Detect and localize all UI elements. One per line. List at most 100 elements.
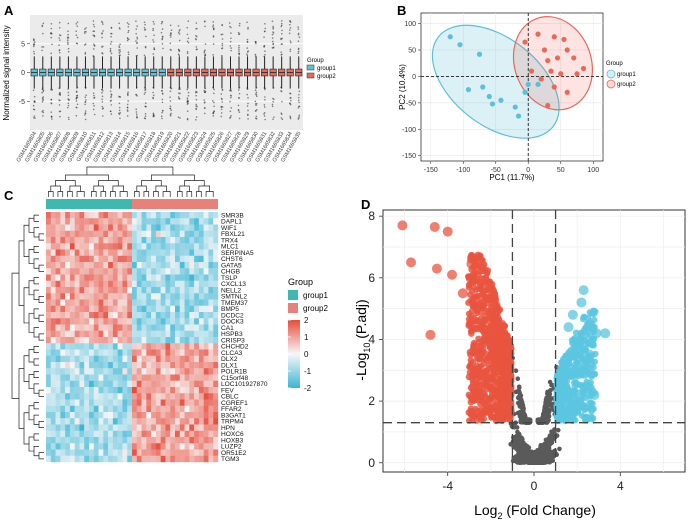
heatmap-cell [127, 418, 133, 425]
volcano-point-ns [517, 439, 522, 444]
boxplot-outlier [195, 22, 198, 24]
heatmap-cell [65, 274, 71, 281]
heatmap-cell [151, 230, 157, 238]
boxplot-outlier [297, 52, 300, 55]
heatmap-cell [184, 393, 190, 400]
heatmap-cell [198, 337, 204, 344]
heatmap-cell [160, 380, 166, 388]
heatmap-cell [117, 305, 123, 313]
heatmap-cell [203, 362, 209, 369]
heatmap-cell [89, 449, 94, 456]
heatmap-cell [122, 299, 128, 306]
heatmap-cell [160, 287, 166, 294]
boxplot-outlier [42, 98, 44, 100]
heatmap-cell [165, 399, 171, 406]
boxplot-outlier [50, 32, 52, 34]
heatmap-cell [112, 305, 118, 313]
boxplot-outlier [42, 96, 45, 98]
heatmap-cell [79, 312, 85, 319]
heatmap-cell [179, 393, 185, 400]
heatmap-cell [198, 287, 204, 294]
heatmap-cell [103, 230, 109, 238]
heatmap-cell [46, 218, 51, 225]
heatmap-cell [108, 374, 114, 381]
heatmap-dendro-branch [33, 402, 39, 410]
boxplot-outlier [212, 25, 214, 28]
pca-legend: Group group1 group2 [606, 61, 636, 89]
heatmap-cell [175, 324, 180, 331]
heatmap-cell [50, 443, 56, 450]
heatmap-cell [146, 212, 152, 219]
heatmap-cell [60, 287, 66, 294]
boxplot-outlier [161, 111, 163, 114]
boxplot-outlier [101, 45, 104, 48]
heatmap-cell [55, 380, 61, 388]
heatmap-cell [84, 455, 90, 463]
boxplot-outlier [33, 115, 36, 117]
boxplot-outlier [119, 96, 122, 98]
heatmap-cell [112, 262, 118, 269]
heatmap-cell [179, 305, 185, 313]
boxplot-outlier [271, 37, 274, 39]
heatmap-cell [79, 337, 85, 344]
heatmap-cell [98, 230, 104, 238]
heatmap-cell [160, 437, 166, 444]
heatmap-cell [208, 355, 214, 363]
boxplot-outlier [118, 52, 121, 54]
boxplot-outlier [75, 91, 78, 93]
heatmap-cell [155, 299, 161, 306]
heatmap-cell [112, 430, 118, 438]
heatmap-cell [55, 343, 61, 350]
heatmap-cell [146, 387, 152, 394]
boxplot-outlier [119, 117, 121, 120]
heatmap-cell [117, 330, 123, 338]
boxplot-outlier [76, 103, 79, 106]
boxplot-outlier [50, 98, 53, 101]
boxplot-outlier [109, 49, 112, 52]
heatmap-cell [65, 237, 71, 244]
heatmap-dendro-branch [198, 185, 210, 192]
heatmap-cell [208, 405, 214, 413]
heatmap-cell [89, 355, 94, 363]
heatmap-cell [65, 312, 71, 319]
boxplot-outlier [221, 101, 224, 103]
heatmap-colorbar-ticks: 210-1-2 [288, 316, 312, 393]
heatmap-cell [46, 374, 51, 381]
heatmap-cell [213, 418, 219, 425]
heatmap-cell [93, 405, 99, 413]
heatmap-cell [213, 374, 219, 381]
heatmap-cell [103, 418, 109, 425]
boxplot-outlier [298, 114, 301, 117]
boxplot-outlier [230, 115, 232, 117]
heatmap-cell [103, 287, 109, 294]
boxplot-outlier [42, 109, 44, 112]
boxplot-outlier [110, 40, 113, 43]
heatmap-cell [46, 455, 51, 463]
heatmap-cell [194, 349, 200, 356]
heatmap-cell [132, 230, 137, 238]
heatmap-cell [151, 287, 157, 294]
boxplot-outlier [101, 89, 104, 92]
boxplot-outlier [187, 91, 190, 94]
heatmap-cell [108, 430, 114, 438]
heatmap-cell [141, 418, 147, 425]
heatmap-group-annotation [46, 199, 218, 209]
heatmap-cell [179, 368, 185, 375]
heatmap-cell [136, 362, 142, 369]
heatmap-cell [213, 337, 219, 344]
boxplot-outlier [126, 103, 129, 106]
heatmap-cell [198, 418, 204, 425]
heatmap-cell [127, 374, 133, 381]
boxplot-outlier [255, 102, 258, 105]
boxplot-outlier [42, 22, 45, 25]
heatmap-cell [175, 343, 180, 350]
heatmap-cell [213, 349, 219, 356]
heatmap-cell [74, 399, 80, 406]
heatmap-cell [160, 449, 166, 456]
heatmap-cell [103, 412, 109, 419]
heatmap-cell [179, 218, 185, 225]
heatmap-cell [112, 280, 118, 288]
boxplot-outlier [92, 30, 95, 33]
heatmap-gene-label: CHST6 [221, 256, 243, 263]
heatmap-cell [165, 368, 171, 375]
